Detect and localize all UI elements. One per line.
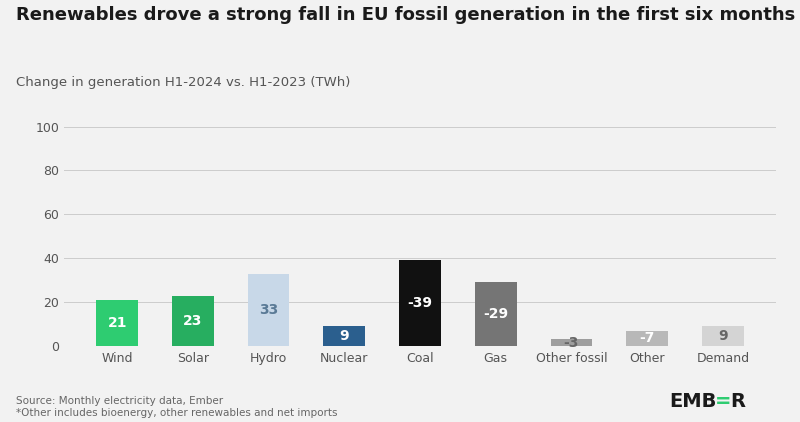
Text: 21: 21: [107, 316, 127, 330]
Bar: [475, 282, 517, 346]
Text: EMB: EMB: [669, 392, 716, 411]
Bar: [96, 300, 138, 346]
Text: =: =: [714, 392, 731, 411]
Bar: [172, 295, 214, 346]
Text: -7: -7: [639, 331, 655, 345]
Bar: [550, 339, 592, 346]
Text: 9: 9: [718, 329, 728, 343]
Text: Renewables drove a strong fall in EU fossil generation in the first six months o: Renewables drove a strong fall in EU fos…: [16, 6, 800, 24]
Text: R: R: [730, 392, 746, 411]
Bar: [626, 331, 668, 346]
Text: Change in generation H1-2024 vs. H1-2023 (TWh): Change in generation H1-2024 vs. H1-2023…: [16, 76, 350, 89]
Text: 23: 23: [183, 314, 202, 328]
Text: -39: -39: [407, 296, 433, 310]
Bar: [323, 326, 365, 346]
Bar: [399, 260, 441, 346]
Text: 33: 33: [259, 303, 278, 317]
Bar: [702, 326, 744, 346]
Text: 9: 9: [339, 329, 349, 343]
Text: -29: -29: [483, 307, 508, 321]
Bar: [248, 273, 290, 346]
Text: Source: Monthly electricity data, Ember
*Other includes bioenergy, other renewab: Source: Monthly electricity data, Ember …: [16, 396, 338, 418]
Text: -3: -3: [564, 336, 579, 350]
